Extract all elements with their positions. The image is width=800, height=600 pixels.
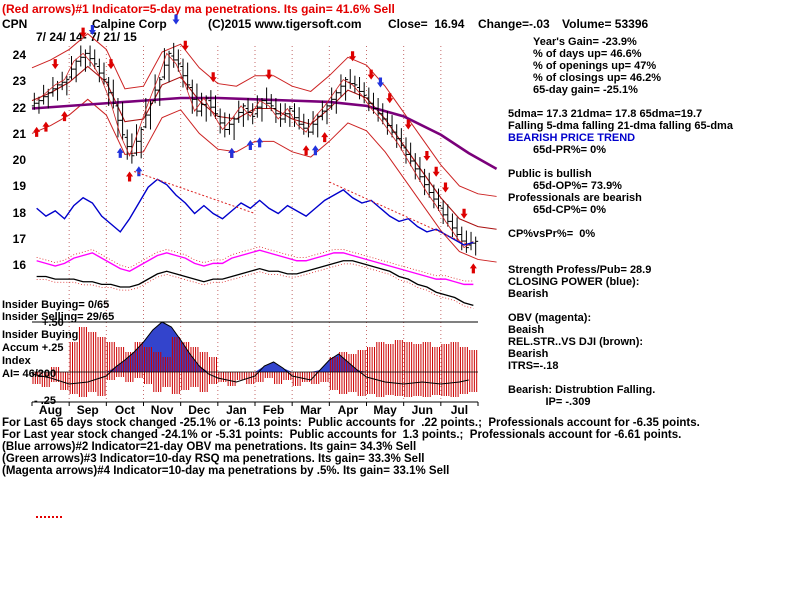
footer-line: For Last 65 days stock changed -25.1% or… <box>2 417 700 429</box>
date-range: 7/ 24/ 14- 7/ 21/ 15 <box>36 30 137 44</box>
month-label: Aug <box>38 403 63 417</box>
analysis-line: % of closings up= 46.2% <box>533 72 662 84</box>
analysis-line: % of openings up= 47% <box>533 60 657 72</box>
y-axis-label: 16 <box>12 258 26 272</box>
month-label: Sep <box>76 403 99 417</box>
red-dashes-mark <box>36 513 62 518</box>
analysis-line: 65-day gain= -25.1% <box>533 84 638 96</box>
analysis-line: OBV (magenta): <box>508 312 592 324</box>
accum-index-label: AI= 46/200 <box>2 368 57 380</box>
month-label: Jun <box>411 403 433 417</box>
month-label: Nov <box>150 403 174 417</box>
analysis-line: Strength Profess/Pub= 28.9 <box>508 264 652 276</box>
footer-line: (Magenta arrows)#4 Indicator=10-day ma p… <box>2 465 450 477</box>
analysis-line: ITRS=-.18 <box>508 360 559 372</box>
analysis-line: Bearish: Distrubtion Falling. <box>508 384 656 396</box>
y-axis-label: 19 <box>12 179 26 194</box>
analysis-line: Beaish <box>508 324 545 336</box>
y-axis-label: 21 <box>12 126 26 141</box>
y-axis-label: 24 <box>12 48 26 62</box>
analysis-line: Public is bullish <box>508 168 592 180</box>
company-name: Calpine Corp <box>92 17 167 31</box>
accum-index-label: Accum +.25 <box>2 342 64 354</box>
y-axis-label: 17 <box>12 231 26 246</box>
volume-value: Volume= 53396 <box>562 17 649 31</box>
month-label: Jul <box>450 403 469 417</box>
month-label: Jan <box>226 403 247 417</box>
change-value: Change=-.03 <box>478 17 550 31</box>
analysis-line: Bearish <box>508 288 549 300</box>
analysis-line: IP= -.309 <box>545 396 591 408</box>
footer-line: For Last year stock changed -24.1% or -5… <box>2 429 682 441</box>
y-axis-label: 20 <box>12 153 26 167</box>
month-label: Oct <box>114 403 135 417</box>
analysis-line: 65d-PR%= 0% <box>533 144 607 156</box>
analysis-line: 65d-OP%= 73.9% <box>533 180 622 192</box>
analysis-line: Professionals are bearish <box>508 192 642 204</box>
y-axis-label: 22 <box>12 100 26 115</box>
histogram-top-scale-label: +.50 <box>42 317 64 329</box>
footer-line: (Blue arrows)#2 Indicator=21-day OBV ma … <box>2 441 417 453</box>
analysis-line: Falling 5-dma falling 21-dma falling 65-… <box>508 120 733 132</box>
footer-line: (Green arrows)#3 Indicator=10-day RSQ ma… <box>2 453 425 465</box>
analysis-line: % of days up= 46.6% <box>533 48 642 60</box>
y-axis-label: 23 <box>12 74 26 89</box>
insider-buying-label: Insider Buying= 0/65 <box>2 299 110 311</box>
month-label: Dec <box>188 403 211 417</box>
analysis-line: Bearish <box>508 348 549 360</box>
copyright-url: (C)2015 www.tigersoft.com <box>208 17 362 31</box>
y-axis-label: 18 <box>12 205 26 220</box>
ticker-symbol: CPN <box>2 17 28 31</box>
analysis-line: BEARISH PRICE TREND <box>508 132 636 144</box>
close-value: Close= 16.94 <box>388 17 465 31</box>
insider-selling-label: Insider Selling= 29/65 <box>2 311 115 323</box>
analysis-line: Year's Gain= -23.9% <box>533 36 637 48</box>
histogram-bottom-scale-label: - .25 <box>34 395 57 407</box>
accum-index-label: Insider Buying <box>2 329 79 341</box>
analysis-line: CLOSING POWER (blue): <box>508 276 640 288</box>
analysis-line: 65d-CP%= 0% <box>533 204 607 216</box>
analysis-line: CP%vsPr%= 0% <box>508 228 596 240</box>
month-label: Mar <box>300 403 322 417</box>
indicator1-title: (Red arrows)#1 Indicator=5-day ma penetr… <box>2 2 395 16</box>
month-label: May <box>373 403 397 417</box>
accum-index-label: Index <box>2 355 31 367</box>
analysis-line: REL.STR..VS DJI (brown): <box>508 336 644 348</box>
month-label: Apr <box>337 403 359 417</box>
month-label: Feb <box>262 403 285 417</box>
analysis-line: 5dma= 17.3 21dma= 17.8 65dma=19.7 <box>508 108 703 120</box>
